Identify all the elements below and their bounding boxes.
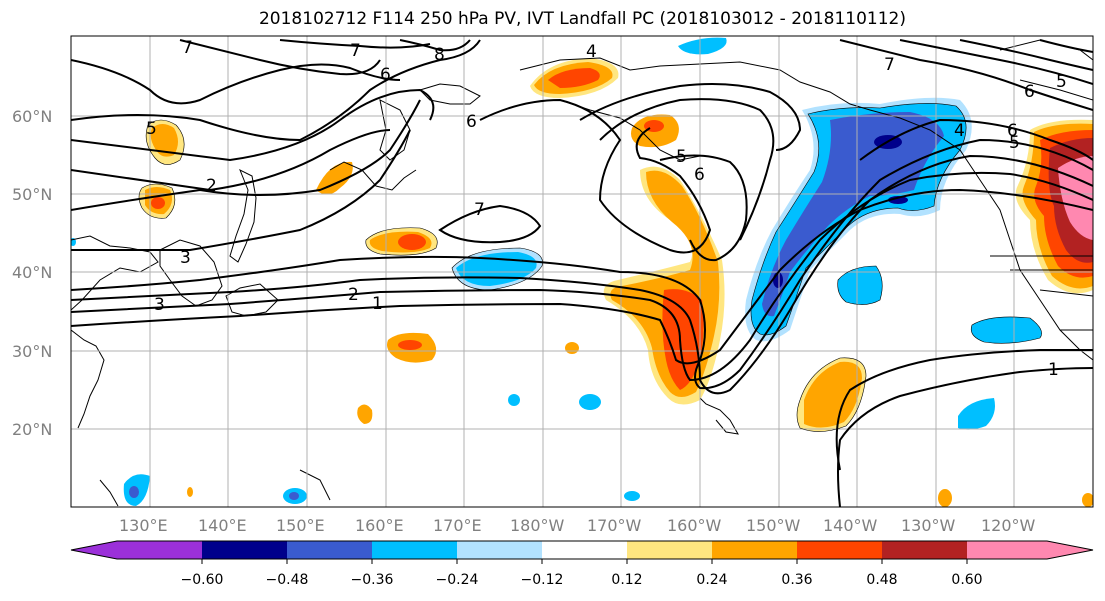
contour-label: 7 <box>350 41 361 61</box>
lon-label: 120°W <box>981 516 1036 535</box>
contour-label: 1 <box>372 294 383 314</box>
contour-label: 6 <box>380 65 391 85</box>
contour-label: 5 <box>676 147 687 167</box>
colorbar-segment <box>882 541 967 559</box>
lon-label: 150°E <box>276 516 325 535</box>
lat-label: 30°N <box>12 342 52 361</box>
colorbar-tick-label: 0.48 <box>866 572 897 588</box>
contour-label: 7 <box>182 38 193 58</box>
contour-labels: 7 7 8 4 7 5 6 6 6 6 5 4 5 5 6 2 7 3 3 2 … <box>146 38 1067 380</box>
contour-label: 4 <box>586 42 597 62</box>
contour-label: 5 <box>146 119 157 139</box>
contour-label: 5 <box>1009 133 1020 153</box>
contour-label: 3 <box>154 295 165 315</box>
contour-label: 6 <box>466 112 477 132</box>
colorbar-segment <box>542 541 627 559</box>
colorbar-segment <box>372 541 457 559</box>
colorbar-extend-max <box>1047 541 1093 559</box>
colorbar-segment <box>117 541 202 559</box>
lon-label: 180°W <box>510 516 565 535</box>
pv-anomaly-fill <box>71 37 1093 507</box>
anomaly-outlines <box>138 103 1042 432</box>
colorbar-tick-label: −0.24 <box>436 572 479 588</box>
colorbar-segment <box>797 541 882 559</box>
colorbar-tick-label: −0.60 <box>181 572 224 588</box>
contour-label: 8 <box>434 45 445 65</box>
lon-label: 160°E <box>355 516 404 535</box>
colorbar-tick-label: −0.48 <box>266 572 309 588</box>
lat-label: 40°N <box>12 263 52 282</box>
lat-label: 60°N <box>12 107 52 126</box>
map-title: 2018102712 F114 250 hPa PV, IVT Landfall… <box>258 9 906 29</box>
contour-label: 2 <box>348 285 359 305</box>
colorbar-tick-label: 0.24 <box>696 572 727 588</box>
contour-label: 6 <box>694 165 705 185</box>
colorbar-segment <box>627 541 712 559</box>
lon-label: 170°E <box>433 516 482 535</box>
lon-label: 130°W <box>901 516 956 535</box>
lat-label: 20°N <box>12 420 52 439</box>
contour-label: 3 <box>180 248 191 268</box>
colorbar-segment <box>287 541 372 559</box>
contour-label: 7 <box>474 200 485 220</box>
colorbar-extend-min <box>71 541 117 559</box>
colorbar: −0.60 −0.48 −0.36 −0.24 −0.12 0.12 0.24 … <box>70 540 1094 588</box>
contour-label: 1 <box>1048 360 1059 380</box>
gridlines <box>71 36 1093 507</box>
contour-label: 5 <box>1056 72 1067 92</box>
pv-contours <box>71 39 1093 507</box>
colorbar-tick-label: −0.12 <box>521 572 564 588</box>
latitude-labels: 60°N 50°N 40°N 30°N 20°N <box>12 107 52 439</box>
contour-label: 4 <box>954 121 965 141</box>
longitude-labels: 130°E 140°E 150°E 160°E 170°E 180°W 170°… <box>119 516 1036 535</box>
contour-label: 7 <box>884 55 895 75</box>
contour-label: 6 <box>1007 121 1018 141</box>
plot-frame <box>70 35 1094 508</box>
lon-label: 130°E <box>119 516 168 535</box>
colorbar-tick-label: −0.36 <box>351 572 394 588</box>
contour-label: 6 <box>1024 82 1035 102</box>
colorbar-segment <box>712 541 797 559</box>
colorbar-segment <box>202 541 287 559</box>
colorbar-segment <box>457 541 542 559</box>
colorbar-tick-label: 0.12 <box>611 572 642 588</box>
colorbar-outline <box>70 540 1094 560</box>
lon-label: 140°W <box>823 516 878 535</box>
lon-label: 170°W <box>587 516 642 535</box>
lon-label: 150°W <box>746 516 801 535</box>
lon-label: 160°W <box>667 516 722 535</box>
lat-label: 50°N <box>12 185 52 204</box>
colorbar-tick-label: 0.36 <box>781 572 812 588</box>
contour-label: 2 <box>206 176 217 196</box>
colorbar-segment <box>967 541 1047 559</box>
colorbar-tick-label: 0.60 <box>951 572 982 588</box>
lon-label: 140°E <box>198 516 247 535</box>
